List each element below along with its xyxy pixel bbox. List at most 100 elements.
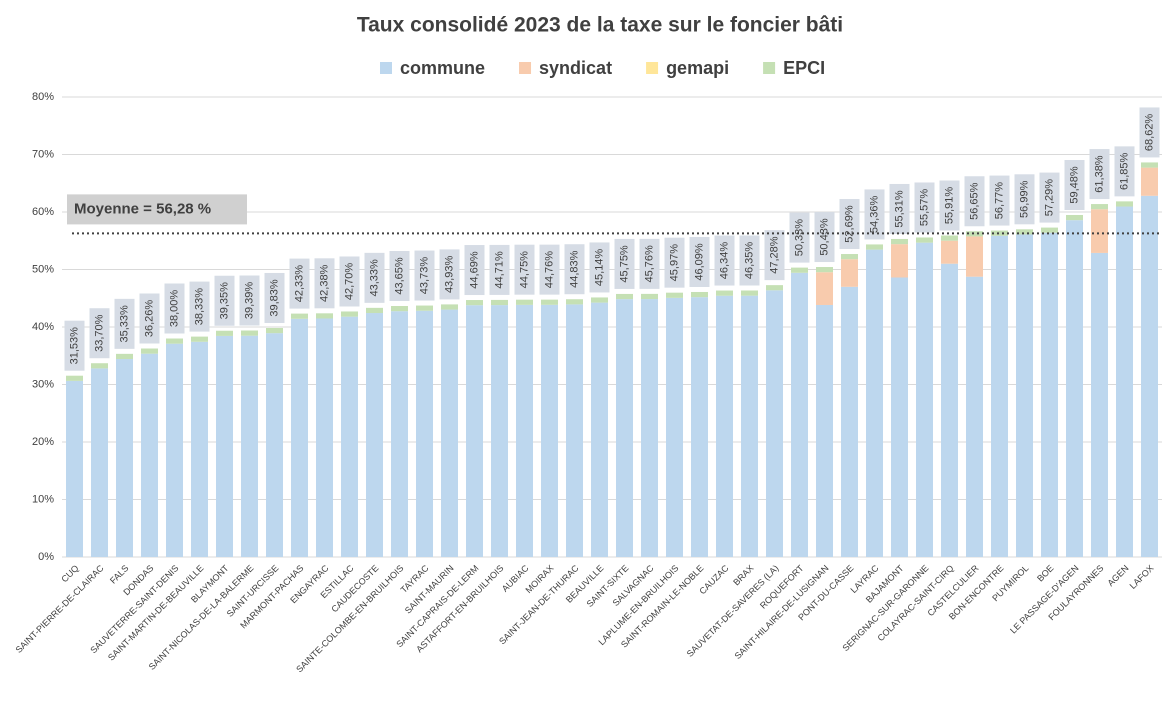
y-tick-label: 20% xyxy=(32,436,54,448)
bar-segment xyxy=(791,267,808,273)
total-label-box xyxy=(139,293,160,344)
total-label: 36,26% xyxy=(143,300,155,338)
bar-segment xyxy=(266,333,283,557)
x-tick-label: SAUVETAT-DE-SAVERES (LA) xyxy=(685,563,781,659)
total-label: 59,48% xyxy=(1068,166,1080,204)
bar-segment xyxy=(1141,167,1158,196)
bar-segment xyxy=(216,330,233,336)
total-label: 31,53% xyxy=(68,327,80,365)
bar-segment xyxy=(991,235,1008,557)
bar-segment xyxy=(91,363,108,369)
total-label: 39,35% xyxy=(218,282,230,320)
bar-segment xyxy=(941,240,958,264)
total-label: 68,62% xyxy=(1143,114,1155,152)
total-label: 43,93% xyxy=(443,256,455,294)
bar-segment xyxy=(566,304,583,557)
total-label-box xyxy=(314,258,335,309)
total-label-box xyxy=(214,275,235,326)
bar-segment xyxy=(141,353,158,557)
bar-segment xyxy=(791,272,808,557)
total-label-box xyxy=(589,242,610,293)
total-label: 52,69% xyxy=(843,205,855,243)
total-label-box xyxy=(1139,107,1160,158)
total-label-box xyxy=(64,320,85,371)
total-label-box xyxy=(639,238,660,289)
total-label-box xyxy=(814,212,835,263)
total-label-box xyxy=(89,308,110,359)
bar-segment xyxy=(166,338,183,344)
legend-swatch xyxy=(646,62,659,74)
bar-segment xyxy=(416,310,433,557)
legend-swatch xyxy=(763,62,776,74)
bar-segment xyxy=(66,380,83,557)
y-tick-label: 60% xyxy=(32,206,54,218)
total-label: 61,85% xyxy=(1118,152,1130,190)
mean-label: Moyenne = 56,28 % xyxy=(74,200,211,217)
total-label-box xyxy=(189,281,210,332)
bar-segment xyxy=(691,297,708,557)
bar-segment xyxy=(466,300,483,306)
total-label-box xyxy=(989,175,1010,226)
bar-segment xyxy=(141,348,158,354)
total-label-box xyxy=(1014,174,1035,225)
total-label-box xyxy=(664,237,685,288)
bar-segment xyxy=(441,309,458,557)
total-label: 42,38% xyxy=(318,264,330,302)
bar-segment xyxy=(266,327,283,334)
legend-label: EPCI xyxy=(783,58,825,78)
bar-segment xyxy=(241,335,258,557)
total-label-box xyxy=(689,236,710,287)
total-label: 33,70% xyxy=(93,314,105,352)
bar-segment xyxy=(591,297,608,303)
total-label: 55,91% xyxy=(943,187,955,225)
bar-segment xyxy=(1041,232,1058,557)
bar-segment xyxy=(691,291,708,298)
x-tick-label: BOE xyxy=(1035,563,1056,584)
bar-segment xyxy=(841,259,858,287)
bar-segment xyxy=(616,293,633,300)
bar-segment xyxy=(941,235,958,241)
total-label-box xyxy=(339,256,360,307)
total-label-box xyxy=(389,251,410,302)
total-label: 61,38% xyxy=(1093,155,1105,193)
mean-label-box xyxy=(67,194,247,225)
y-tick-label: 0% xyxy=(38,551,54,563)
total-label-box xyxy=(1114,146,1135,197)
total-label: 46,35% xyxy=(743,242,755,280)
bar-segment xyxy=(1016,234,1033,558)
y-tick-label: 10% xyxy=(32,493,54,505)
bar-segment xyxy=(1141,195,1158,557)
total-label: 43,65% xyxy=(393,257,405,295)
bar-segment xyxy=(816,267,833,273)
bar-segment xyxy=(716,290,733,296)
total-label-box xyxy=(864,189,885,240)
total-label: 44,69% xyxy=(468,251,480,289)
total-label-box xyxy=(839,199,860,250)
total-label: 46,09% xyxy=(693,243,705,281)
total-label-box xyxy=(264,272,285,323)
bar-segment xyxy=(116,353,133,360)
bar-segment xyxy=(91,368,108,557)
bar-segment xyxy=(666,297,683,557)
total-label: 39,39% xyxy=(243,282,255,320)
bar-segment xyxy=(841,286,858,557)
total-label-box xyxy=(789,212,810,263)
total-label-box xyxy=(739,235,760,286)
total-label: 39,83% xyxy=(268,279,280,317)
bar-segment xyxy=(991,230,1008,236)
total-label-box xyxy=(414,250,435,301)
bar-segment xyxy=(216,335,233,557)
y-tick-label: 70% xyxy=(32,148,54,160)
y-tick-label: 40% xyxy=(32,321,54,333)
bar-segment xyxy=(766,290,783,557)
total-label: 50,33% xyxy=(793,219,805,257)
total-label-box xyxy=(564,244,585,295)
bar-segment xyxy=(441,304,458,310)
total-label-box xyxy=(239,275,260,326)
total-label-box xyxy=(939,180,960,231)
total-label: 44,83% xyxy=(568,250,580,288)
bar-segment xyxy=(1091,204,1108,210)
bar-segment xyxy=(891,277,908,557)
bar-segment xyxy=(1066,214,1083,221)
bar-segment xyxy=(116,359,133,557)
